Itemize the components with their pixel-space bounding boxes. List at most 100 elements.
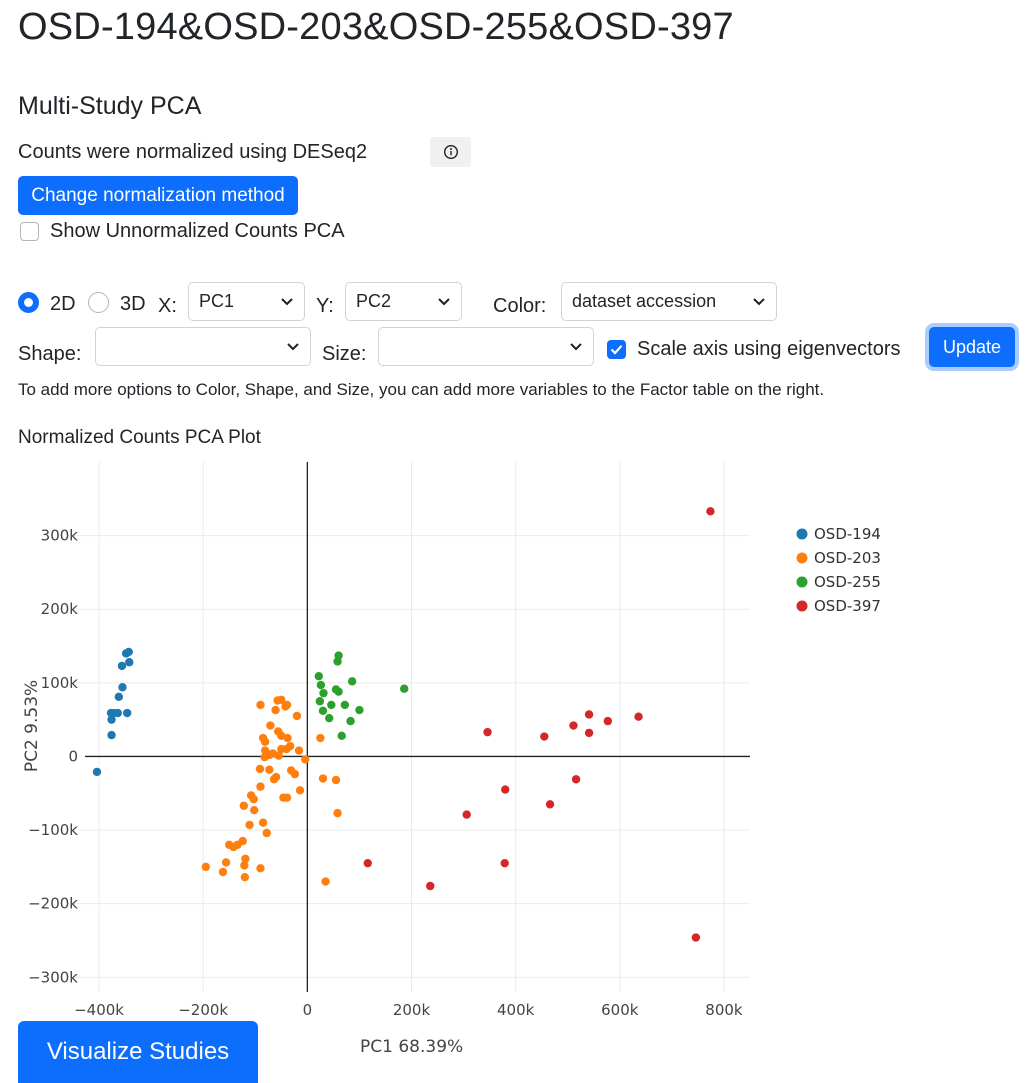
data-point-osd-203 (225, 840, 234, 849)
data-point-osd-397 (584, 710, 594, 719)
data-point-osd-397 (540, 732, 549, 741)
data-point-osd-397 (545, 800, 555, 809)
y-axis-title: PC2 9.53% (22, 679, 42, 773)
data-point-osd-203 (260, 752, 269, 762)
data-point-osd-203 (294, 746, 304, 755)
x-axis-select-label: X: (158, 295, 177, 317)
legend-marker-osd-203[interactable] (796, 552, 808, 564)
data-point-osd-255 (355, 705, 364, 715)
legend-label-osd-397[interactable]: OSD-397 (814, 597, 881, 615)
plot-legend[interactable]: OSD-194 OSD-203 OSD-255 OSD-397 (796, 525, 881, 615)
data-point-osd-203 (295, 786, 305, 795)
data-point-osd-255 (325, 713, 334, 723)
mode-3d-radio[interactable] (88, 292, 109, 313)
plot-points (92, 507, 715, 942)
data-point-osd-203 (331, 775, 341, 785)
x-tick-label: 800k (705, 1001, 743, 1019)
update-button[interactable]: Update (929, 327, 1015, 367)
data-point-osd-203 (256, 864, 265, 873)
data-point-osd-194 (122, 708, 132, 718)
data-point-osd-203 (201, 862, 210, 872)
data-point-osd-255 (334, 687, 343, 696)
data-point-osd-203 (260, 737, 270, 746)
data-point-osd-203 (316, 733, 325, 743)
chevron-down-icon (753, 297, 765, 305)
data-point-osd-397 (501, 785, 510, 794)
data-point-osd-255 (327, 700, 336, 710)
data-point-osd-255 (333, 657, 342, 666)
data-point-osd-255 (347, 677, 357, 686)
data-point-osd-194 (125, 658, 134, 667)
data-point-osd-255 (346, 716, 355, 726)
data-point-osd-203 (256, 700, 265, 710)
show-unnormalized-label: Show Unnormalized Counts PCA (50, 220, 345, 242)
legend-marker-osd-397[interactable] (796, 600, 808, 612)
mode-2d-label: 2D (50, 293, 76, 315)
data-point-osd-397 (691, 933, 701, 942)
data-point-osd-255 (316, 680, 326, 690)
scale-axis-checkbox[interactable] (607, 340, 626, 359)
data-point-osd-397 (483, 727, 492, 737)
plot-zero-lines (85, 462, 750, 992)
help-text: To add more options to Color, Shape, and… (18, 380, 825, 399)
x-tick-label: 0 (303, 1001, 313, 1019)
legend-label-osd-203[interactable]: OSD-203 (814, 549, 881, 567)
data-point-osd-194 (113, 708, 122, 718)
legend-marker-osd-255[interactable] (796, 576, 808, 588)
data-point-osd-397 (569, 721, 578, 730)
legend-label-osd-194[interactable]: OSD-194 (814, 525, 881, 543)
legend-label-osd-255[interactable]: OSD-255 (814, 573, 881, 591)
change-normalization-button[interactable]: Change normalization method (18, 176, 298, 215)
shape-select[interactable] (95, 327, 311, 366)
chevron-down-icon (438, 297, 450, 305)
data-point-osd-194 (124, 647, 133, 657)
y-axis-select[interactable]: PC2 (345, 282, 462, 321)
data-point-osd-255 (319, 688, 328, 698)
y-axis-select-label: Y: (316, 295, 334, 317)
data-point-osd-397 (603, 716, 613, 726)
checkmark-icon (610, 345, 623, 355)
legend-marker-osd-194[interactable] (796, 528, 808, 540)
data-point-osd-397 (706, 507, 715, 516)
section-title: Multi-Study PCA (18, 92, 202, 120)
data-point-osd-194 (106, 708, 116, 718)
color-select[interactable]: dataset accession (561, 282, 777, 321)
shape-select-label: Shape: (18, 343, 82, 365)
x-axis-select-value: PC1 (199, 291, 235, 311)
data-point-osd-203 (292, 711, 302, 721)
x-axis-select[interactable]: PC1 (188, 282, 305, 321)
visualize-studies-button[interactable]: Visualize Studies (18, 1021, 258, 1083)
size-select[interactable] (378, 327, 594, 366)
data-point-osd-397 (571, 775, 581, 784)
data-point-osd-203 (279, 793, 288, 802)
pca-scatter-plot: −400k −200k 0 200k 400k 600k 800k −300k −200k −10… (28, 462, 881, 1019)
y-tick-label: 0 (68, 747, 78, 765)
data-point-osd-397 (584, 728, 594, 738)
show-unnormalized-checkbox[interactable] (20, 222, 39, 241)
data-point-osd-203 (255, 764, 265, 774)
x-tick-label: 200k (393, 1001, 431, 1019)
data-point-osd-203 (321, 877, 330, 886)
x-tick-label: −400k (74, 1001, 124, 1019)
y-tick-label: 300k (41, 527, 79, 545)
data-point-osd-255 (318, 706, 328, 716)
plot-grid (73, 462, 750, 992)
y-tick-label: −300k (28, 968, 78, 986)
y-axis-select-value: PC2 (356, 291, 392, 311)
data-point-osd-203 (245, 820, 254, 830)
data-point-osd-203 (256, 782, 265, 791)
normalization-info-button[interactable] (430, 137, 471, 167)
data-point-osd-397 (462, 810, 471, 819)
chevron-down-icon (281, 297, 293, 305)
data-point-osd-194 (114, 692, 124, 702)
chart-heading: Normalized Counts PCA Plot (18, 427, 261, 448)
normalization-text: Counts were normalized using DESeq2 (18, 141, 368, 163)
y-tick-label: −100k (28, 821, 78, 839)
data-point-osd-255 (337, 731, 346, 741)
mode-2d-radio[interactable] (18, 292, 39, 313)
data-point-osd-203 (258, 818, 268, 827)
data-point-osd-203 (218, 867, 228, 877)
data-point-osd-194 (107, 715, 116, 724)
data-point-osd-203 (240, 861, 249, 870)
data-point-osd-203 (262, 828, 271, 838)
